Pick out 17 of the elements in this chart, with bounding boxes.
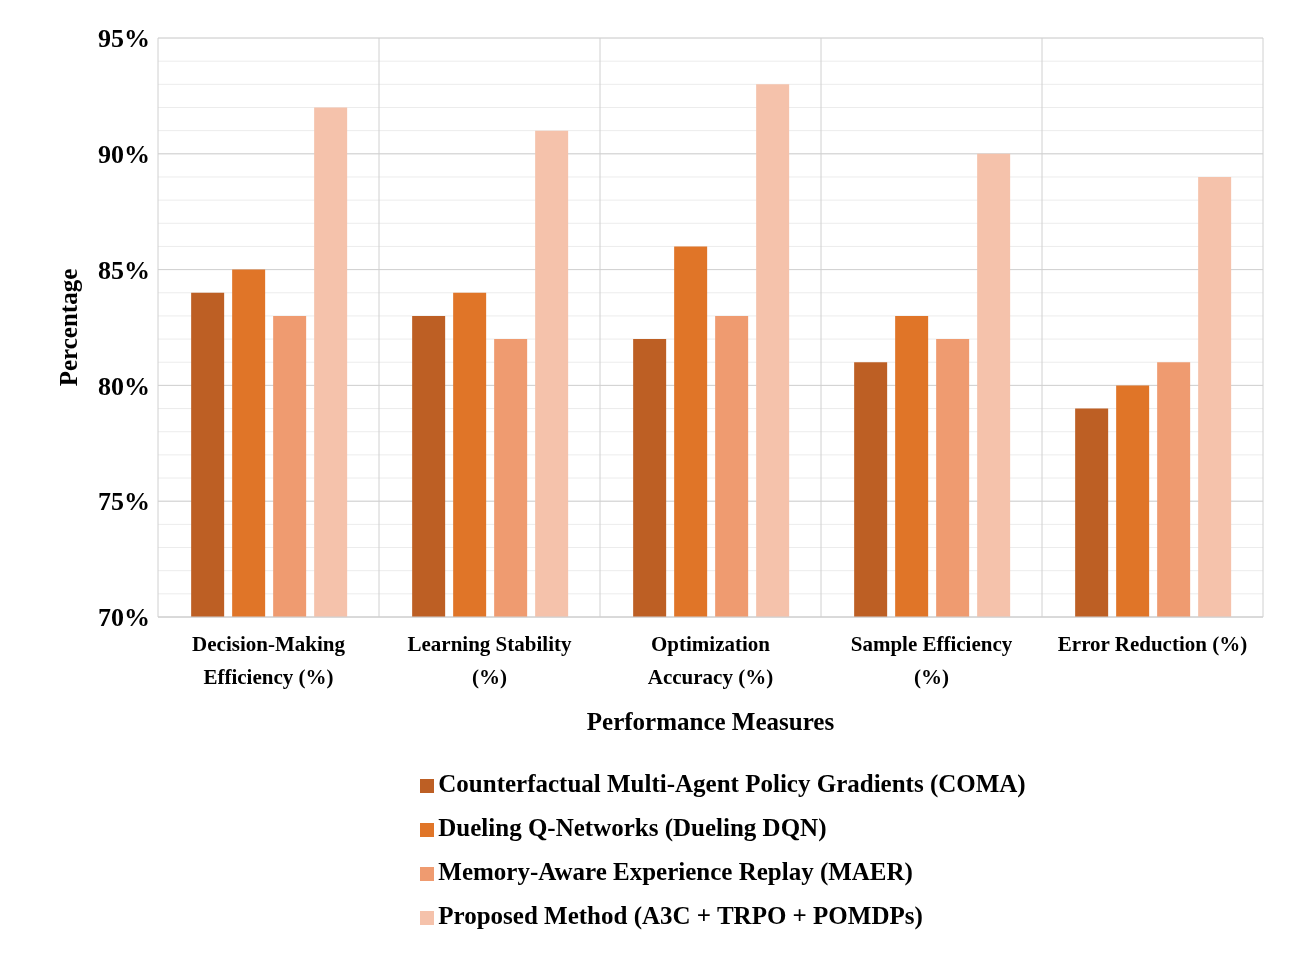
x-axis-title: Performance Measures xyxy=(586,708,835,735)
x-tick-label: Error Reduction (%) xyxy=(1057,632,1248,656)
x-tick-label: Learning Stability (%) xyxy=(407,632,572,689)
legend-label: Counterfactual Multi-Agent Policy Gradients (COMA) xyxy=(438,770,1026,797)
y-tick-label: 95% xyxy=(98,24,150,54)
y-tick-label: 75% xyxy=(98,487,150,517)
x-tick-label: Decision-Making Efficiency (%) xyxy=(192,632,346,689)
legend-label: Memory-Aware Experience Replay (MAER) xyxy=(438,858,913,885)
x-tick-label: Sample Efficiency (%) xyxy=(850,632,1013,689)
x-tick-label: Optimization Accuracy (%) xyxy=(647,632,774,689)
y-tick-label: 85% xyxy=(98,255,150,285)
y-tick-label: 80% xyxy=(98,371,150,401)
legend-label: Dueling Q-Networks (Dueling DQN) xyxy=(438,814,827,841)
y-axis-title: Percentage xyxy=(54,268,82,387)
y-tick-label: 90% xyxy=(98,140,150,170)
legend-label: Proposed Method (A3C + TRPO + POMDPs) xyxy=(438,902,923,929)
y-tick-label: 70% xyxy=(98,603,150,633)
